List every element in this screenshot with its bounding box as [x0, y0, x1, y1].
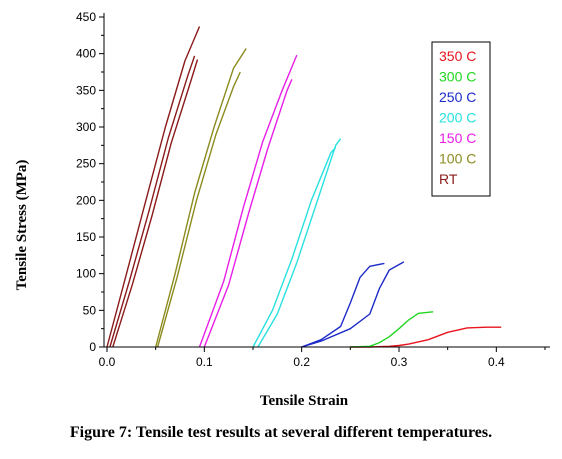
data-curves — [106, 26, 502, 348]
legend-entry: 150 C — [439, 130, 476, 146]
y-axis-title: Tensile Stress (MPa) — [14, 160, 30, 291]
series-curve-rt — [109, 55, 196, 348]
series-curve-200-c — [257, 138, 342, 348]
series-curve-150-c — [198, 54, 298, 348]
series-curve-250-c — [301, 261, 405, 348]
series-curve-250-c — [301, 262, 385, 348]
x-axis-title: Tensile Strain — [260, 393, 349, 409]
y-tick-label: 300 — [76, 120, 96, 134]
y-tick-label: 100 — [76, 267, 96, 281]
series-curve-300-c — [350, 311, 434, 348]
legend: 350 C 300 C 250 C 200 C 150 C 100 C RT — [431, 41, 491, 197]
x-tick-label: 0.4 — [488, 355, 505, 369]
x-tick-label: 0.2 — [293, 355, 310, 369]
series-curve-100-c — [155, 48, 247, 348]
series-curve-rt — [106, 26, 201, 348]
series-curve-rt — [112, 59, 199, 348]
legend-entry: 200 C — [439, 110, 476, 126]
y-tick-label: 450 — [76, 10, 96, 24]
legend-entry: 300 C — [439, 69, 476, 85]
legend-entry: 350 C — [439, 48, 476, 64]
series-curve-350-c — [350, 326, 502, 348]
figure-caption: Figure 7: Tensile test results at severa… — [69, 424, 493, 441]
legend-entry: RT — [439, 171, 458, 187]
x-tick-label: 0.3 — [391, 355, 408, 369]
y-tick-label: 350 — [76, 83, 96, 97]
legend-entry: 100 C — [439, 151, 476, 167]
tensile-chart: 0 50 100 150 200 250 300 350 400 450 0.0 0.1 0.2 0.3 0… — [14, 10, 550, 409]
axes: 0 50 100 150 200 250 300 350 400 450 0.0 0.1 0.2 0.3 0… — [76, 10, 550, 369]
y-tick-label: 50 — [83, 303, 97, 317]
y-tick-label: 250 — [76, 157, 96, 171]
y-tick-label: 150 — [76, 230, 96, 244]
x-tick-label: 0.0 — [99, 355, 116, 369]
x-tick-label: 0.1 — [196, 355, 213, 369]
series-curve-200-c — [252, 147, 337, 348]
y-tick-label: 0 — [89, 340, 96, 354]
legend-box — [431, 41, 491, 197]
y-tick-label: 200 — [76, 193, 96, 207]
series-curve-100-c — [156, 71, 241, 348]
series-curve-150-c — [203, 79, 293, 348]
legend-entry: 250 C — [439, 89, 476, 105]
y-tick-label: 400 — [76, 47, 96, 61]
